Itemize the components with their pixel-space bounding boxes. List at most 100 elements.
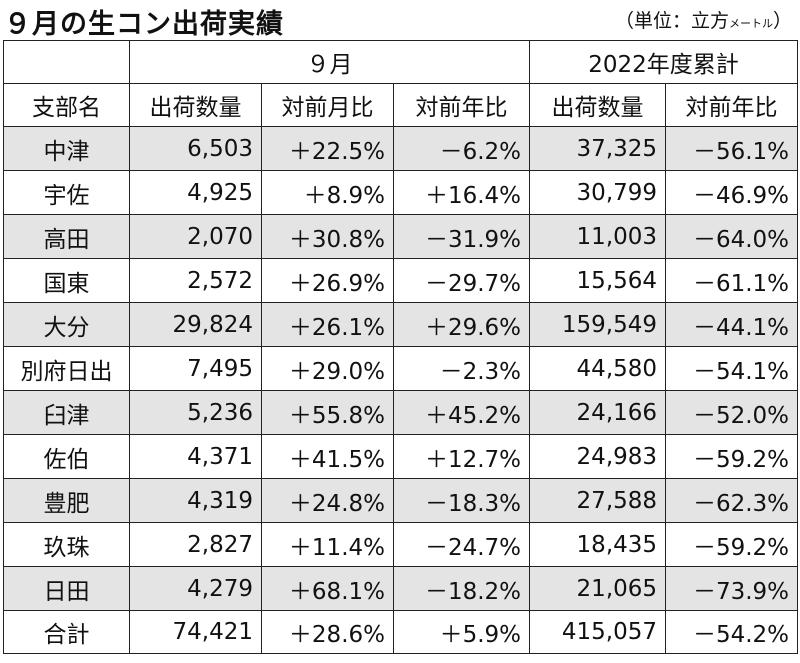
cell-mom: ＋41.5% <box>261 434 394 479</box>
col-mom: 対前月比 <box>261 83 394 127</box>
cell-cum-volume: 30,799 <box>529 170 667 215</box>
cell-month-volume: 2,827 <box>129 522 262 567</box>
cell-month-yoy: －29.7% <box>392 258 531 303</box>
unit-close: ） <box>772 10 792 32</box>
cell-branch: 国東 <box>3 258 130 303</box>
unit-main: （単位：立方 <box>614 10 729 32</box>
cell-month-volume: 5,236 <box>129 390 262 435</box>
cell-branch: 別府日出 <box>3 346 130 391</box>
cell-mom: ＋24.8% <box>261 478 394 523</box>
unit-note: （単位：立方メートル） <box>615 6 792 33</box>
cell-branch: 合計 <box>3 610 130 654</box>
table-row: 日田 4,279 ＋68.1% －18.2% 21,065 －73.9% <box>3 566 799 611</box>
cell-month-volume: 6,503 <box>129 126 262 171</box>
col-cum-volume: 出荷数量 <box>529 83 667 127</box>
cell-cum-volume: 37,325 <box>529 126 667 171</box>
cell-month-volume: 29,824 <box>129 302 262 347</box>
cell-mom: ＋30.8% <box>261 214 394 259</box>
cell-cum-volume: 15,564 <box>529 258 667 303</box>
cell-cum-volume: 44,580 <box>529 346 667 391</box>
cell-cum-yoy: －44.1% <box>665 302 799 347</box>
table-row: 臼津 5,236 ＋55.8% ＋45.2% 24,166 －52.0% <box>3 390 799 435</box>
shipment-table: ９月 2022年度累計 支部名 出荷数量 対前月比 対前年比 出荷数量 対前年比… <box>3 40 799 654</box>
table-body: 中津 6,503 ＋22.5% －6.2% 37,325 －56.1% 宇佐 4,925 ＋8.… <box>3 126 799 654</box>
cell-month-yoy: －6.2% <box>392 126 531 171</box>
col-branch: 支部名 <box>3 83 130 127</box>
cell-month-volume: 4,279 <box>129 566 262 611</box>
cell-cum-volume: 159,549 <box>529 302 667 347</box>
cell-month-volume: 4,925 <box>129 170 262 215</box>
header-blank <box>3 40 130 84</box>
cell-cum-volume: 21,065 <box>529 566 667 611</box>
table-row: 別府日出 7,495 ＋29.0% －2.3% 44,580 －54.1% <box>3 346 799 391</box>
cell-mom: ＋22.5% <box>261 126 394 171</box>
cell-month-volume: 2,070 <box>129 214 262 259</box>
cell-mom: ＋29.0% <box>261 346 394 391</box>
unit-small: メートル <box>728 17 773 30</box>
cell-cum-volume: 24,983 <box>529 434 667 479</box>
table-row: 佐伯 4,371 ＋41.5% ＋12.7% 24,983 －59.2% <box>3 434 799 479</box>
cell-cum-volume: 24,166 <box>529 390 667 435</box>
cell-branch: 大分 <box>3 302 130 347</box>
cell-branch: 日田 <box>3 566 130 611</box>
cell-cum-volume: 18,435 <box>529 522 667 567</box>
cell-mom: ＋55.8% <box>261 390 394 435</box>
cell-cum-volume: 415,057 <box>529 610 667 654</box>
cell-month-volume: 74,421 <box>129 610 262 654</box>
cell-month-yoy: ＋45.2% <box>392 390 531 435</box>
col-month-yoy: 対前年比 <box>392 83 531 127</box>
cell-cum-yoy: －61.1% <box>665 258 799 303</box>
header-month: ９月 <box>128 40 531 84</box>
cell-month-yoy: －31.9% <box>392 214 531 259</box>
cell-cum-yoy: －46.9% <box>665 170 799 215</box>
cell-branch: 豊肥 <box>3 478 130 523</box>
cell-cum-yoy: －54.1% <box>665 346 799 391</box>
cell-month-yoy: －24.7% <box>392 522 531 567</box>
cell-month-yoy: －18.2% <box>392 566 531 611</box>
cell-cum-volume: 11,003 <box>529 214 667 259</box>
cell-cum-yoy: －52.0% <box>665 390 799 435</box>
cell-mom: ＋68.1% <box>261 566 394 611</box>
cell-month-volume: 4,319 <box>129 478 262 523</box>
cell-branch: 宇佐 <box>3 170 130 215</box>
table-row: 玖珠 2,827 ＋11.4% －24.7% 18,435 －59.2% <box>3 522 799 567</box>
header-cumulative: 2022年度累計 <box>529 40 799 84</box>
cell-cum-volume: 27,588 <box>529 478 667 523</box>
cell-mom: ＋8.9% <box>261 170 394 215</box>
cell-cum-yoy: －64.0% <box>665 214 799 259</box>
cell-month-yoy: ＋5.9% <box>392 610 531 654</box>
table-row: 国東 2,572 ＋26.9% －29.7% 15,564 －61.1% <box>3 258 799 303</box>
cell-branch: 中津 <box>3 126 130 171</box>
cell-month-yoy: －2.3% <box>392 346 531 391</box>
cell-mom: ＋26.1% <box>261 302 394 347</box>
cell-branch: 佐伯 <box>3 434 130 479</box>
cell-cum-yoy: －62.3% <box>665 478 799 523</box>
cell-branch: 玖珠 <box>3 522 130 567</box>
cell-month-volume: 4,371 <box>129 434 262 479</box>
cell-branch: 臼津 <box>3 390 130 435</box>
cell-month-yoy: －18.3% <box>392 478 531 523</box>
cell-month-yoy: ＋12.7% <box>392 434 531 479</box>
cell-cum-yoy: －54.2% <box>665 610 799 654</box>
table-row: 中津 6,503 ＋22.5% －6.2% 37,325 －56.1% <box>3 126 799 171</box>
table-row: 宇佐 4,925 ＋8.9% ＋16.4% 30,799 －46.9% <box>3 170 799 215</box>
cell-month-yoy: ＋29.6% <box>392 302 531 347</box>
cell-mom: ＋11.4% <box>261 522 394 567</box>
table-row: 大分 29,824 ＋26.1% ＋29.6% 159,549 －44.1% <box>3 302 799 347</box>
cell-cum-yoy: －59.2% <box>665 434 799 479</box>
cell-cum-yoy: －73.9% <box>665 566 799 611</box>
col-cum-yoy: 対前年比 <box>665 83 799 127</box>
col-month-volume: 出荷数量 <box>129 83 262 127</box>
cell-mom: ＋26.9% <box>261 258 394 303</box>
page-title: ９月の生コン出荷実績 <box>4 9 284 40</box>
cell-month-volume: 7,495 <box>129 346 262 391</box>
table-row: 豊肥 4,319 ＋24.8% －18.3% 27,588 －62.3% <box>3 478 799 523</box>
cell-month-yoy: ＋16.4% <box>392 170 531 215</box>
cell-month-volume: 2,572 <box>129 258 262 303</box>
cell-mom: ＋28.6% <box>261 610 394 654</box>
cell-cum-yoy: －56.1% <box>665 126 799 171</box>
cell-cum-yoy: －59.2% <box>665 522 799 567</box>
cell-branch: 高田 <box>3 214 130 259</box>
total-row: 合計 74,421 ＋28.6% ＋5.9% 415,057 －54.2% <box>3 610 799 654</box>
table-row: 高田 2,070 ＋30.8% －31.9% 11,003 －64.0% <box>3 214 799 259</box>
